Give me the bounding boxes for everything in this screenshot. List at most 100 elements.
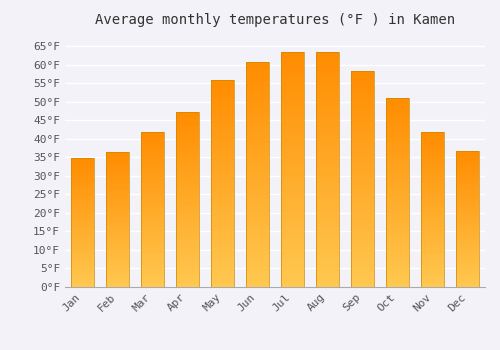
- Bar: [176, 164, 199, 166]
- Bar: [456, 162, 479, 163]
- Bar: [421, 197, 444, 198]
- Bar: [246, 183, 269, 186]
- Bar: [351, 261, 374, 263]
- Bar: [71, 182, 94, 183]
- Bar: [421, 284, 444, 286]
- Bar: [211, 241, 234, 244]
- Bar: [281, 80, 304, 82]
- Bar: [141, 273, 164, 275]
- Bar: [421, 211, 444, 212]
- Bar: [246, 181, 269, 183]
- Bar: [106, 211, 129, 212]
- Bar: [386, 245, 409, 247]
- Bar: [421, 149, 444, 150]
- Bar: [316, 167, 339, 169]
- Bar: [246, 233, 269, 235]
- Bar: [456, 220, 479, 222]
- Bar: [386, 98, 409, 99]
- Bar: [246, 134, 269, 136]
- Bar: [281, 54, 304, 56]
- Bar: [386, 103, 409, 105]
- Bar: [71, 219, 94, 220]
- Bar: [211, 109, 234, 111]
- Bar: [351, 181, 374, 183]
- Bar: [71, 163, 94, 165]
- Bar: [351, 183, 374, 186]
- Bar: [281, 275, 304, 278]
- Bar: [281, 148, 304, 150]
- Bar: [246, 77, 269, 80]
- Bar: [211, 167, 234, 169]
- Bar: [106, 187, 129, 188]
- Bar: [386, 249, 409, 251]
- Bar: [386, 130, 409, 132]
- Bar: [351, 77, 374, 79]
- Bar: [141, 234, 164, 236]
- Bar: [351, 250, 374, 252]
- Bar: [281, 179, 304, 181]
- Bar: [211, 252, 234, 254]
- Bar: [386, 99, 409, 102]
- Bar: [211, 144, 234, 146]
- Bar: [421, 222, 444, 223]
- Bar: [141, 205, 164, 206]
- Bar: [316, 205, 339, 207]
- Bar: [316, 266, 339, 268]
- Bar: [456, 253, 479, 254]
- Bar: [246, 206, 269, 208]
- Bar: [316, 59, 339, 61]
- Bar: [316, 146, 339, 148]
- Bar: [71, 201, 94, 202]
- Bar: [386, 247, 409, 249]
- Bar: [246, 118, 269, 120]
- Bar: [386, 217, 409, 219]
- Bar: [386, 117, 409, 118]
- Bar: [456, 155, 479, 156]
- Bar: [141, 262, 164, 264]
- Bar: [176, 268, 199, 270]
- Bar: [351, 224, 374, 226]
- Bar: [351, 164, 374, 166]
- Bar: [316, 202, 339, 205]
- Bar: [456, 219, 479, 220]
- Bar: [421, 202, 444, 203]
- Bar: [246, 258, 269, 260]
- Bar: [421, 261, 444, 262]
- Bar: [246, 143, 269, 145]
- Bar: [246, 113, 269, 116]
- Bar: [386, 134, 409, 135]
- Bar: [281, 176, 304, 179]
- Bar: [141, 195, 164, 197]
- Bar: [106, 240, 129, 241]
- Bar: [141, 228, 164, 230]
- Bar: [456, 151, 479, 152]
- Bar: [351, 272, 374, 274]
- Bar: [281, 226, 304, 228]
- Bar: [316, 87, 339, 89]
- Bar: [141, 214, 164, 216]
- Bar: [246, 111, 269, 113]
- Bar: [141, 206, 164, 208]
- Bar: [421, 258, 444, 259]
- Bar: [141, 153, 164, 155]
- Bar: [456, 198, 479, 200]
- Bar: [141, 208, 164, 209]
- Bar: [456, 184, 479, 185]
- Bar: [106, 184, 129, 186]
- Bar: [421, 170, 444, 172]
- Bar: [281, 96, 304, 99]
- Bar: [71, 176, 94, 178]
- Bar: [141, 156, 164, 158]
- Bar: [281, 238, 304, 240]
- Bar: [106, 222, 129, 223]
- Bar: [456, 239, 479, 241]
- Bar: [211, 233, 234, 235]
- Bar: [421, 208, 444, 209]
- Bar: [281, 190, 304, 193]
- Bar: [316, 186, 339, 188]
- Bar: [281, 231, 304, 233]
- Bar: [176, 262, 199, 264]
- Bar: [316, 212, 339, 214]
- Bar: [386, 105, 409, 107]
- Bar: [421, 158, 444, 160]
